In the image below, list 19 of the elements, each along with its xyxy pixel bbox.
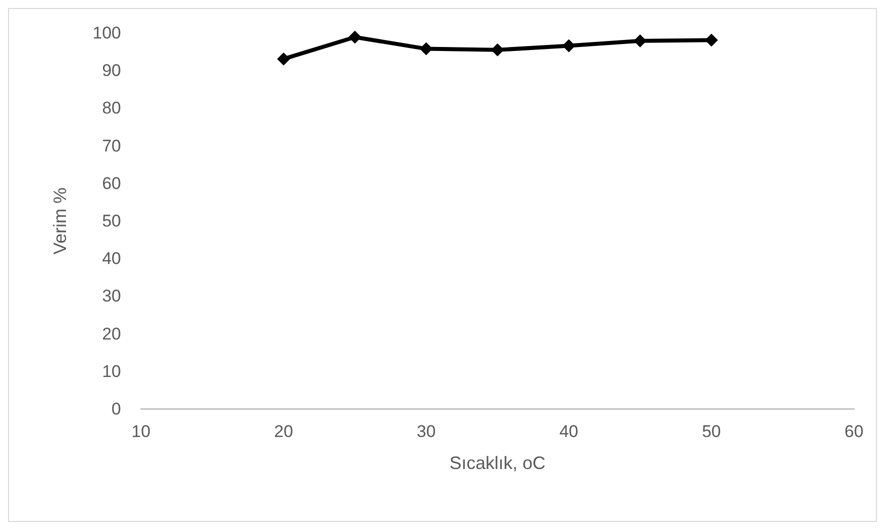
y-axis-title: Verim % [50,187,70,255]
y-tick-label: 50 [102,212,121,230]
y-tick-label: 40 [102,249,121,268]
x-tick-label: 50 [702,422,721,441]
x-tick-label: 10 [132,422,150,441]
x-tick-label: 30 [416,422,436,441]
x-tick-label: 60 [844,422,864,441]
x-tick-label: 20 [274,422,294,441]
y-tick-label: 100 [92,24,121,42]
x-tick-label: 40 [559,422,578,441]
y-tick-label: 30 [102,286,121,306]
y-tick-label: 90 [102,61,121,80]
y-tick-label: 80 [102,98,121,118]
y-tick-label: 0 [112,400,121,418]
y-tick-label: 60 [102,174,121,193]
y-tick-label: 20 [102,324,121,344]
y-tick-label: 10 [102,362,121,381]
x-axis-title: Sıcaklık, oC [449,453,546,473]
y-tick-label: 70 [102,136,121,156]
